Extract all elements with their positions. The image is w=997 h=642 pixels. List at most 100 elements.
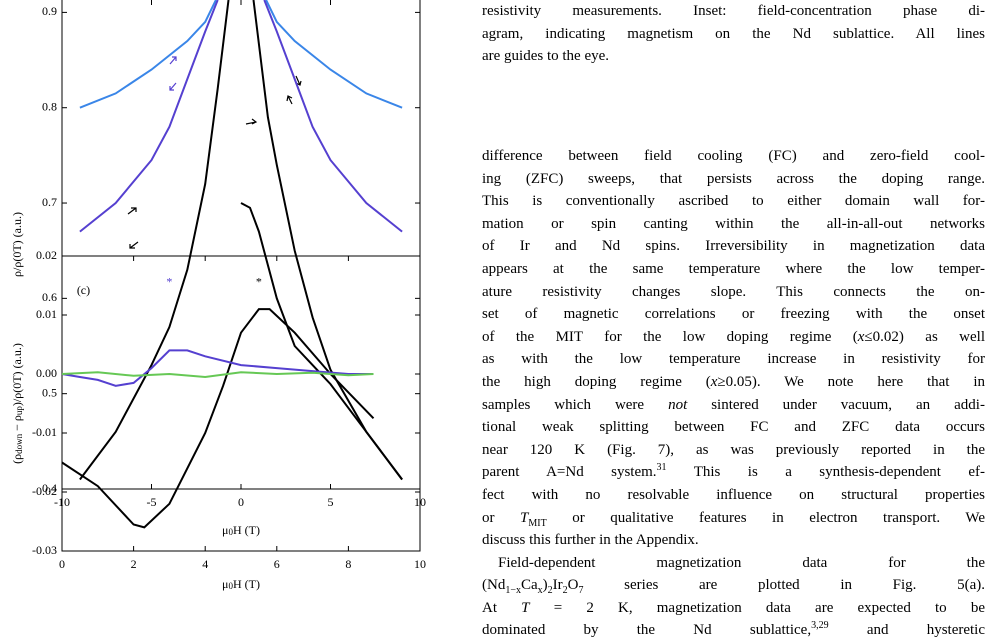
annotation: * [166, 274, 172, 288]
data-line [61, 308, 375, 529]
y-tick-label: 0.8 [42, 99, 57, 113]
text-run: 2 [547, 585, 553, 597]
text-run: the high doping regime ( [482, 373, 711, 390]
text-line: fect with no resolvable influence on str… [482, 486, 985, 503]
x-tick-label: 2 [131, 557, 137, 571]
text-line: near 120 K (Fig. 7), as was previously r… [482, 441, 985, 458]
data-line [79, 0, 403, 233]
arrow [286, 95, 293, 105]
text-run: μ [222, 577, 228, 591]
text-run: x [710, 373, 718, 390]
text-run: ≤0.02) as well [864, 328, 985, 345]
y-tick-label: 0.6 [42, 290, 57, 304]
y-tick-label: 0.01 [36, 307, 57, 321]
text-run: T [520, 509, 529, 526]
data-line [79, 0, 403, 109]
body-text: difference between field cooling (FC) an… [482, 145, 985, 642]
text-line: mation or spin canting within the all-in… [482, 215, 985, 232]
text-line: tional weak splitting between FC and ZFC… [482, 419, 985, 436]
y-tick-label: 0.4 [42, 481, 57, 495]
text-run: Ca [520, 577, 538, 594]
text-run: T [521, 599, 530, 616]
y-tick-label: -0.01 [32, 425, 57, 439]
text-line: At T = 2 K, magnetization data are expec… [482, 597, 985, 620]
text-run: samples which were [482, 396, 669, 413]
text-run: Ir [552, 577, 563, 594]
text-line: Field-dependent magnetization data for t… [498, 554, 985, 571]
arrow [127, 207, 137, 215]
text-run: (ρ [10, 454, 24, 464]
text-line: as with the low temperature increase in … [482, 351, 985, 368]
text-line: appears at the same temperature where th… [482, 260, 985, 277]
y-axis-label: (ρdown − ρup)/ρ(0T) (a.u.) [10, 343, 25, 464]
text-run: − ρ [10, 415, 24, 434]
text-run: μ [222, 523, 228, 537]
page: -10 -5 0 5 10 0.4 0.5 0.6 0.7 0.8 0.9 μ0H (T) ρ/ρ(0T… [9, 0, 985, 639]
text-run: At [482, 599, 522, 616]
text-run: 3,29 [811, 620, 829, 632]
text-run: not [668, 396, 688, 413]
text-run: of the MIT for the low doping regime ( [482, 328, 858, 345]
y-tick-label: -0.02 [32, 484, 57, 498]
text-line: dominated by the Nd sublattice,3,29 and … [482, 619, 985, 642]
text-line: This is conventionally ascribed to eithe… [482, 193, 985, 210]
text-run: x [537, 585, 543, 597]
arrow [169, 82, 177, 91]
text-run: dominated by the Nd sublattice, [482, 622, 812, 639]
text-line: parent A=Nd system.31 This is a synthesi… [482, 461, 985, 484]
x-tick-label: 0 [59, 557, 65, 571]
arrow [245, 118, 258, 125]
annotation: * [256, 274, 262, 288]
text-run: (Nd [482, 577, 506, 594]
text-line: of the MIT for the low doping regime (x≤… [482, 326, 985, 349]
arrows [127, 56, 302, 249]
data-line [240, 202, 403, 481]
text-run: sintered under vacuum, an addi- [687, 396, 985, 413]
y-tick-label: 0.00 [36, 366, 57, 380]
text-run: This is a synthesis-dependent ef- [666, 464, 985, 481]
text-line: discuss this further in the Appendix. [482, 532, 699, 549]
y-axis-label: ρ/ρ(0T) (a.u.) [10, 212, 24, 277]
text-run: 2 [562, 585, 568, 597]
text-run: x [857, 328, 865, 345]
text-line: the high doping regime (x≥0.05). We note… [482, 371, 985, 394]
text-run: down [14, 433, 24, 453]
text-run: = 2 K, magnetization data are expected t… [529, 599, 985, 616]
text-run: ≥0.05). We note here that in [717, 373, 985, 390]
text-run: series are plotted in Fig. 5(a). [583, 577, 985, 594]
y-tick-label: 0.7 [42, 195, 57, 209]
text-line: or TMIT or qualitative features in elect… [482, 507, 985, 530]
text-run: and hysteretic [828, 622, 985, 639]
text-run: 31 [656, 462, 667, 474]
text-run: parent A=Nd system. [482, 464, 657, 481]
y-tick-label: 0.9 [42, 4, 57, 18]
text-run: 7 [578, 585, 584, 597]
text-line: are guides to the eye. [482, 48, 610, 65]
y-tick-label: 0.5 [42, 385, 57, 399]
text-line: samples which were not sintered under va… [482, 394, 985, 417]
text-run: MIT [528, 517, 547, 529]
text-run: up [14, 406, 24, 416]
x-tick-label: 10 [414, 557, 426, 571]
text-run: 0 [228, 527, 233, 537]
x-tick-label: 5 [328, 495, 334, 509]
data-line [61, 349, 374, 387]
text-run: H (T) [233, 577, 260, 591]
text-line: of Ir and Nd spins. Irreversibility in m… [482, 238, 985, 255]
text-run: or [482, 509, 521, 526]
axes-frame [61, 0, 421, 490]
text-run: O [567, 577, 579, 594]
annotation: (c) [77, 283, 90, 297]
x-tick-label: 4 [202, 557, 208, 571]
y-tick-label: -0.03 [32, 543, 57, 557]
data-line [79, 0, 403, 481]
arrow [169, 56, 177, 65]
x-tick-label: -5 [147, 495, 157, 509]
text-run: H (T) [233, 523, 260, 537]
x-tick-label: 0 [238, 495, 244, 509]
x-tick-label: 8 [345, 557, 351, 571]
x-axis-label: μ0H (T) [222, 577, 260, 592]
text-line: ing (ZFC) sweeps, that persists across t… [482, 170, 985, 187]
text-line: difference between field cooling (FC) an… [482, 148, 985, 164]
